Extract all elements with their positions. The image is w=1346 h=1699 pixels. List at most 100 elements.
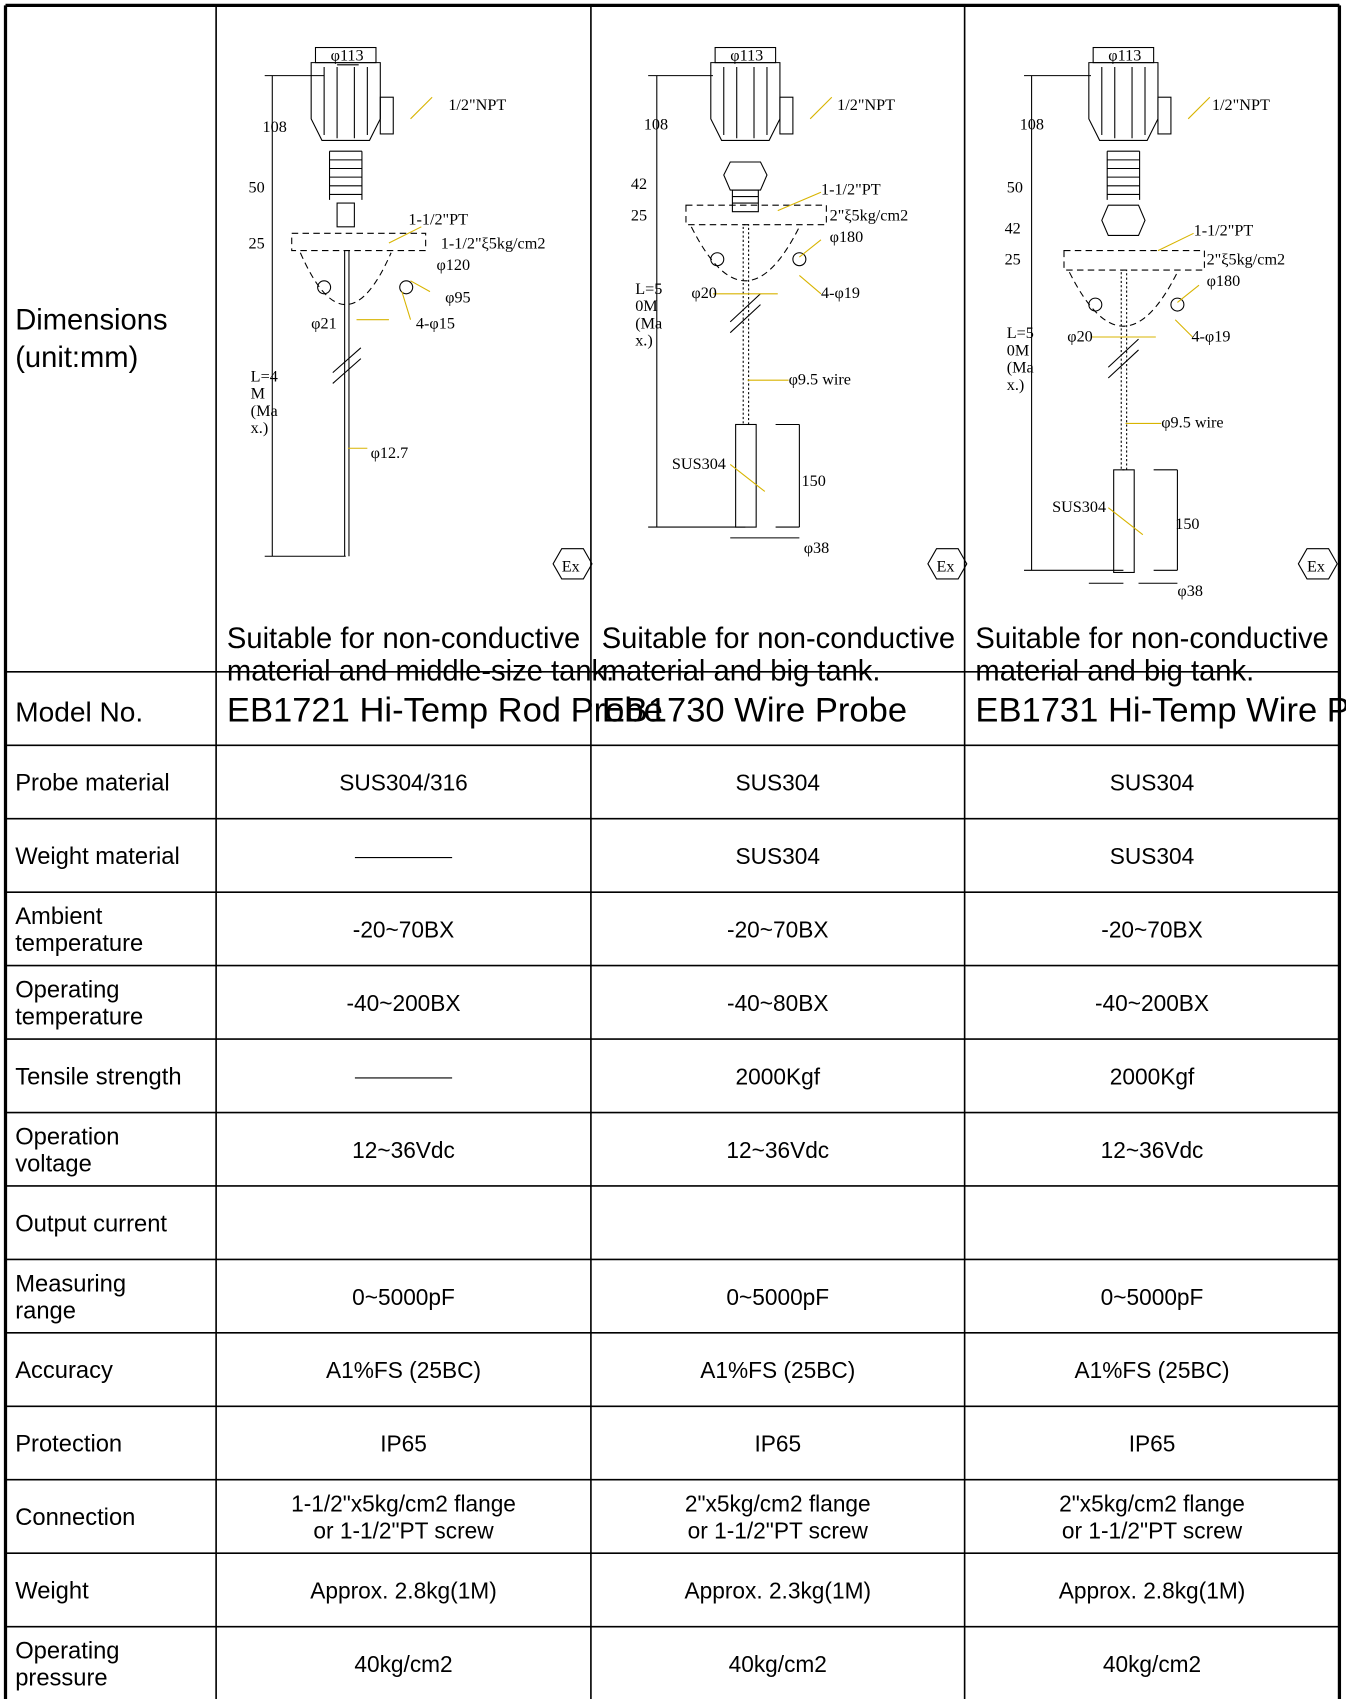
housing <box>710 62 781 141</box>
cell-text: Tensile strength <box>15 1063 181 1090</box>
dim-label: 4-φ19 <box>1191 327 1230 345</box>
rod <box>344 250 350 557</box>
dim-label: 150 <box>1175 515 1199 533</box>
cell-text: IP65 <box>380 1431 427 1457</box>
cell-text: voltage <box>15 1150 92 1177</box>
dim-label: φ12.7 <box>371 444 409 462</box>
dim-label: 1/2"NPT <box>837 96 895 114</box>
dim-label: 1/2"NPT <box>448 96 506 114</box>
dim-label: φ38 <box>1177 582 1203 600</box>
flange <box>1063 250 1205 271</box>
bolt-circle <box>299 252 392 306</box>
cell-text: or 1-1/2"PT screw <box>1062 1518 1243 1544</box>
dim-label: 2"ξ5kg/cm2 <box>830 206 909 224</box>
cell-text: 2"x5kg/cm2 flange <box>1059 1491 1245 1517</box>
description: Suitable for non-conductive <box>975 623 1328 655</box>
cell-text: Measuring <box>15 1270 126 1297</box>
dim-label: 108 <box>263 118 287 136</box>
dim-label: (Ma <box>635 314 662 332</box>
cell-text: SUS304/316 <box>339 770 468 796</box>
bolt-hole <box>710 252 725 267</box>
dimensions-label: Dimensions <box>15 304 167 336</box>
dim-line <box>264 75 346 557</box>
dim-label: φ113 <box>331 46 364 64</box>
cell-text: Operation <box>15 1123 119 1150</box>
housing <box>310 62 381 141</box>
break-mark <box>1107 338 1139 379</box>
model-name: EB1730 Wire Probe <box>602 692 907 730</box>
dim-label: 0M <box>1007 341 1030 359</box>
break-mark <box>729 293 761 334</box>
cell-text: -20~70BX <box>353 917 454 943</box>
cell-text: 12~36Vdc <box>1101 1137 1204 1163</box>
dim-label: 25 <box>1005 251 1021 269</box>
conduit <box>379 96 394 135</box>
housing <box>1088 62 1159 141</box>
cell-text: 40kg/cm2 <box>729 1651 827 1677</box>
thread <box>731 189 759 213</box>
cell-text: IP65 <box>1129 1431 1176 1457</box>
bolt-hole <box>1170 297 1185 312</box>
ex-frame <box>1297 548 1338 580</box>
cell-text: pressure <box>15 1664 107 1691</box>
cell-text: 40kg/cm2 <box>1103 1651 1201 1677</box>
bolt-circle <box>690 226 800 282</box>
ex-frame <box>552 548 593 580</box>
weight <box>1113 469 1135 573</box>
dim-label: φ180 <box>1207 272 1241 290</box>
dim-label: φ20 <box>691 284 717 302</box>
dim-label: 25 <box>249 234 265 252</box>
description: Suitable for non-conductive <box>227 623 580 655</box>
drawing-hitemp-wire-probe: φ113 1/2"NPT 108 50 42 1-1/2"PT 25 2"ξ5k… <box>1005 46 1338 600</box>
dim-label: L=5 <box>635 280 662 298</box>
cell-text: A1%FS (25BC) <box>326 1357 481 1383</box>
cell-text: 0~5000pF <box>1101 1284 1204 1310</box>
housing-ribs <box>723 66 768 139</box>
cell-text: Accuracy <box>15 1357 113 1384</box>
dim-label: x.) <box>635 332 653 350</box>
cell-text: 12~36Vdc <box>726 1137 829 1163</box>
model-name: EB1721 Hi-Temp Rod Probe <box>227 692 663 730</box>
cell-text: range <box>15 1297 76 1324</box>
conduit <box>1157 96 1172 135</box>
cell-text: -40~200BX <box>346 990 460 1016</box>
dimensions-unit: (unit:mm) <box>15 342 138 374</box>
dim-label: x.) <box>1007 376 1025 394</box>
cell-text: SUS304 <box>736 770 820 796</box>
cell-text: A1%FS (25BC) <box>700 1357 855 1383</box>
cell-text: -20~70BX <box>1101 917 1202 943</box>
break-mark <box>332 347 362 384</box>
ex-mark: Ex <box>1307 557 1325 575</box>
dim-label: 50 <box>1007 178 1023 196</box>
hex-nut <box>1101 204 1146 237</box>
cell-text: Probe material <box>15 770 169 797</box>
cell-text: Connection <box>15 1504 135 1531</box>
dim-label: 0M <box>635 297 658 315</box>
conduit <box>779 96 794 135</box>
cell-text: Weight <box>15 1578 89 1605</box>
dim-label: 1-1/2"PT <box>408 211 468 229</box>
bolt-hole <box>317 280 332 295</box>
drawing-rod-probe: φ113 1/2"NPT 108 50 1-1/2"PT 25 1-1/2"ξ5… <box>249 46 593 580</box>
cell-text: temperature <box>15 930 143 957</box>
cell-text: Operating <box>15 976 119 1003</box>
cell-text: 0~5000pF <box>352 1284 455 1310</box>
dim-label: SUS304 <box>672 455 726 473</box>
dim-label: φ113 <box>1108 46 1141 64</box>
fins <box>328 150 363 200</box>
dim-label: x.) <box>251 419 269 437</box>
dim-label: φ113 <box>730 46 763 64</box>
dim-label: (Ma <box>1007 359 1034 377</box>
cell-text: SUS304 <box>1110 770 1194 796</box>
cell-text: temperature <box>15 1003 143 1030</box>
dim-label: 150 <box>802 472 826 490</box>
cell-text: 2000Kgf <box>736 1063 821 1089</box>
cell-text: 40kg/cm2 <box>354 1651 452 1677</box>
cell-text: 2000Kgf <box>1110 1063 1195 1089</box>
cell-text: Approx. 2.8kg(1M) <box>1059 1578 1246 1604</box>
flange <box>685 204 827 226</box>
cell-text: Approx. 2.8kg(1M) <box>310 1578 497 1604</box>
bolt-hole <box>1088 297 1103 312</box>
